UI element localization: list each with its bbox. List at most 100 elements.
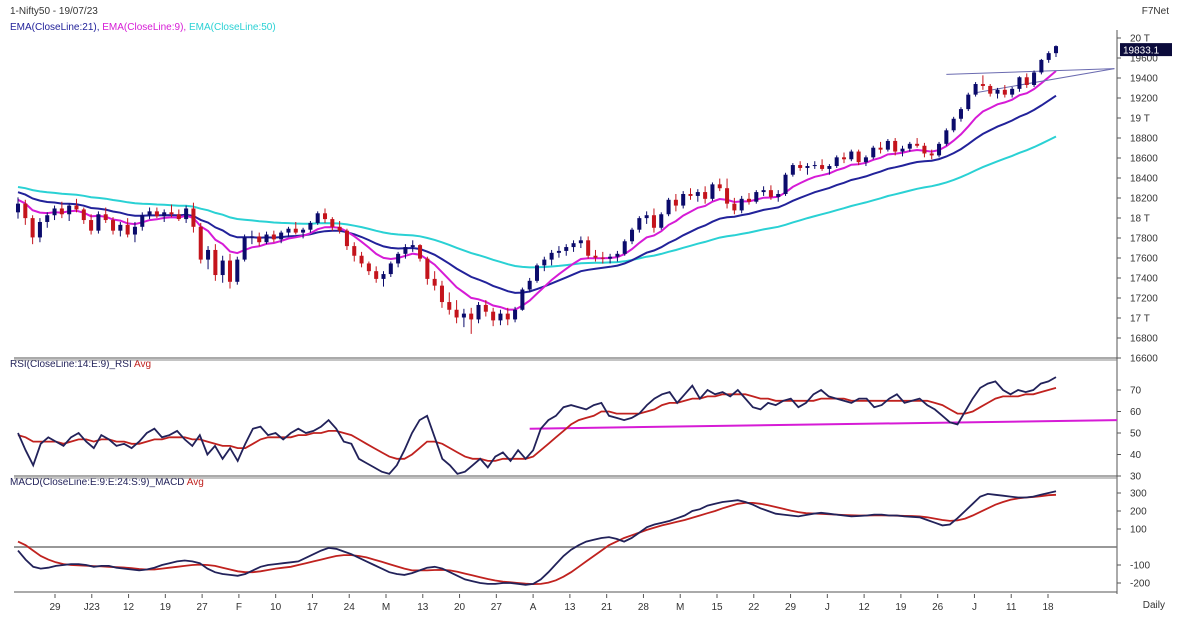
candle bbox=[37, 218, 42, 243]
candle bbox=[534, 263, 540, 283]
candle-body bbox=[593, 255, 598, 258]
rsi-tick-label: 30 bbox=[1130, 472, 1142, 483]
candle-body bbox=[988, 85, 993, 94]
candle-body bbox=[608, 256, 613, 259]
candle bbox=[191, 202, 196, 233]
legend-ema50: EMA(CloseLine:50) bbox=[188, 22, 276, 33]
macd-tick-label: 300 bbox=[1130, 489, 1147, 500]
candle-body bbox=[213, 249, 218, 276]
candle-body bbox=[659, 214, 664, 228]
candle-body bbox=[439, 285, 444, 303]
candle-body bbox=[381, 274, 386, 279]
candle bbox=[871, 145, 876, 160]
candle bbox=[798, 161, 803, 171]
candle-body bbox=[235, 259, 240, 282]
candle-body bbox=[330, 219, 335, 227]
candle bbox=[337, 221, 342, 234]
candle-body bbox=[527, 280, 532, 290]
candle-body bbox=[703, 192, 708, 199]
candle bbox=[425, 256, 430, 285]
macd-tick-label: 100 bbox=[1130, 525, 1147, 536]
candle-body bbox=[922, 145, 927, 154]
ema9-line bbox=[17, 70, 1057, 311]
candle bbox=[23, 199, 28, 225]
candle-body bbox=[681, 194, 686, 206]
candle-body bbox=[184, 208, 189, 220]
candle bbox=[271, 230, 276, 243]
candle-body bbox=[651, 215, 656, 228]
trendline-1 bbox=[946, 68, 1115, 75]
candle-body bbox=[746, 198, 751, 202]
x-tick-label: 19 bbox=[895, 602, 907, 613]
legend-ema21: EMA(CloseLine:21), bbox=[10, 22, 100, 33]
candle bbox=[995, 87, 1000, 99]
candle bbox=[958, 107, 963, 122]
candle bbox=[315, 211, 320, 225]
candle-body bbox=[534, 265, 540, 281]
price-tick-label: 18600 bbox=[1130, 154, 1158, 165]
candle bbox=[768, 185, 773, 200]
candle-body bbox=[89, 220, 94, 231]
candle-body bbox=[863, 157, 868, 163]
candle-body bbox=[578, 240, 583, 244]
x-tick-label: 29 bbox=[785, 602, 797, 613]
candle bbox=[922, 142, 927, 158]
rsi-reference-line bbox=[529, 419, 1118, 430]
candle-body bbox=[271, 234, 276, 240]
candle bbox=[220, 255, 225, 283]
candle bbox=[1032, 70, 1037, 87]
candle bbox=[140, 212, 145, 231]
candle-body bbox=[732, 203, 737, 211]
candle-body bbox=[323, 213, 328, 220]
macd-tick-label: -100 bbox=[1130, 561, 1150, 572]
brand-label: F7Net bbox=[1141, 6, 1169, 17]
price-tick-label: 18 T bbox=[1130, 214, 1150, 225]
candle bbox=[564, 244, 569, 256]
candle-body bbox=[118, 224, 123, 231]
candle bbox=[206, 246, 211, 270]
candle bbox=[805, 163, 810, 175]
candle bbox=[586, 236, 591, 259]
candle-body bbox=[1039, 59, 1044, 73]
ema-legend: EMA(CloseLine:21), EMA(CloseLine:9), EMA… bbox=[10, 22, 276, 33]
candle-body bbox=[132, 226, 137, 235]
x-tick-label: 29 bbox=[49, 602, 61, 613]
candle-body bbox=[454, 309, 459, 318]
candle-body bbox=[630, 229, 635, 242]
trendline-0 bbox=[975, 68, 1115, 94]
candle bbox=[951, 116, 956, 133]
candle-body bbox=[162, 212, 167, 217]
candle bbox=[746, 193, 751, 205]
candle bbox=[966, 92, 971, 112]
candle-body bbox=[191, 208, 196, 227]
candle-body bbox=[67, 205, 72, 215]
last-price-label: 19833.1 bbox=[1123, 46, 1160, 57]
candle-body bbox=[308, 222, 313, 230]
candle-body bbox=[81, 209, 86, 221]
candle bbox=[249, 230, 254, 245]
price-tick-label: 18800 bbox=[1130, 134, 1158, 145]
candle bbox=[476, 302, 481, 324]
candle-body bbox=[147, 211, 152, 216]
candle-body bbox=[951, 118, 956, 131]
candle-body bbox=[790, 165, 795, 175]
macd-title: MACD(CloseLine:E:9:E:24:S:9)_MACD bbox=[10, 477, 185, 488]
x-tick-label: 24 bbox=[344, 602, 356, 613]
price-tick-label: 19200 bbox=[1130, 94, 1158, 105]
candle bbox=[96, 211, 101, 234]
price-tick-label: 17 T bbox=[1130, 314, 1150, 325]
candle bbox=[67, 203, 72, 222]
candle bbox=[973, 82, 978, 97]
candle-body bbox=[30, 218, 35, 238]
x-tick-label: 27 bbox=[491, 602, 503, 613]
candle-body bbox=[293, 228, 298, 233]
candle-body bbox=[812, 165, 817, 167]
candle-body bbox=[856, 151, 861, 163]
candle-body bbox=[279, 232, 284, 240]
candle-body bbox=[980, 84, 985, 86]
candle bbox=[15, 197, 21, 219]
candle bbox=[513, 306, 518, 323]
candle bbox=[432, 271, 437, 291]
candle-body bbox=[125, 224, 130, 235]
